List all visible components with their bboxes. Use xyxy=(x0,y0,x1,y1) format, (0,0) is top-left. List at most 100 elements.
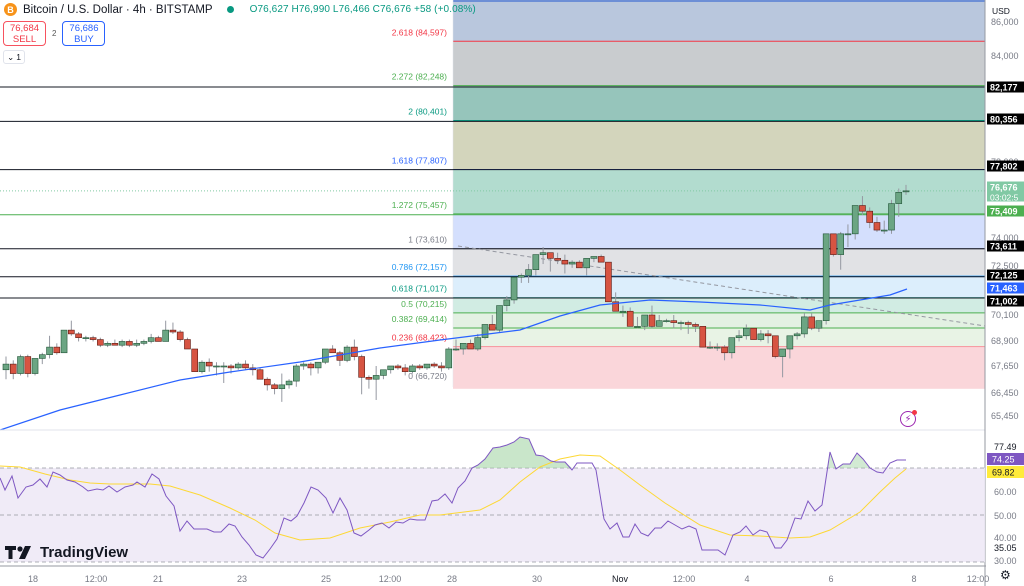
sell-price: 76,684 xyxy=(9,22,40,34)
buy-button[interactable]: 76,686 BUY xyxy=(62,21,106,46)
time-tick: 30 xyxy=(532,574,542,584)
rsi-tick: 35.05 xyxy=(994,543,1017,553)
candle xyxy=(735,330,743,342)
fib-zone xyxy=(453,297,985,313)
candle xyxy=(285,379,293,389)
fib-zone xyxy=(453,41,985,86)
price-tick: 65,450 xyxy=(991,411,1019,421)
symbol-title[interactable]: Bitcoin / U.S. Dollar · 4h · BITSTAMP xyxy=(23,3,213,16)
symbol-header[interactable]: B Bitcoin / U.S. Dollar · 4h · BITSTAMP … xyxy=(4,3,476,16)
svg-text:82,177: 82,177 xyxy=(990,83,1018,93)
fib-level-label: 0.786 (72,157) xyxy=(392,262,447,272)
candle xyxy=(409,364,416,374)
candle xyxy=(772,335,779,359)
candle xyxy=(576,260,583,269)
svg-text:73,611: 73,611 xyxy=(990,242,1017,252)
candle xyxy=(300,362,307,370)
time-tick: 12:00 xyxy=(85,574,108,584)
settings-gear-icon[interactable]: ⚙ xyxy=(1000,568,1011,582)
price-tick: 74,000 xyxy=(991,233,1019,243)
candle xyxy=(336,350,344,366)
candle xyxy=(866,207,874,229)
candle xyxy=(118,339,126,348)
lightning-alert-icon[interactable]: ⚡ xyxy=(900,410,917,427)
price-tick: 72,500 xyxy=(991,261,1019,271)
indicators-toggle-button[interactable]: ⌄ 1 xyxy=(3,50,25,64)
candle xyxy=(619,305,627,317)
candle xyxy=(31,358,39,376)
buy-price: 76,686 xyxy=(69,22,99,34)
candle xyxy=(764,330,772,344)
candle xyxy=(351,339,358,361)
candle xyxy=(510,276,518,304)
candle xyxy=(140,339,148,346)
candle xyxy=(888,199,895,234)
rsi-ma-line[interactable] xyxy=(0,454,907,541)
candle xyxy=(663,318,670,323)
moving-average-line[interactable] xyxy=(0,288,908,431)
candle xyxy=(851,205,859,240)
fib-level-label: 0.5 (70,215) xyxy=(401,299,447,309)
candle xyxy=(496,305,503,333)
trendline[interactable] xyxy=(457,245,986,327)
candle xyxy=(779,348,786,378)
candle xyxy=(380,369,387,380)
candle xyxy=(822,233,830,325)
time-tick: 18 xyxy=(28,574,38,584)
candle xyxy=(401,364,409,376)
candle xyxy=(438,362,445,372)
candle xyxy=(547,252,554,272)
candle xyxy=(859,196,866,215)
rsi-line[interactable] xyxy=(0,436,906,559)
candle xyxy=(242,360,249,370)
currency-label: USD xyxy=(992,6,1010,16)
candle xyxy=(234,362,242,370)
rsi-badge xyxy=(987,466,1024,478)
indicator-count: 1 xyxy=(16,52,21,62)
rsi-tick: 50.00 xyxy=(994,511,1017,521)
candle xyxy=(641,314,649,331)
logo-text: TradingView xyxy=(40,544,129,561)
sell-button[interactable]: 76,684 SELL xyxy=(3,21,46,46)
candle xyxy=(97,337,104,348)
fib-level-label: 2.618 (84,597) xyxy=(392,27,447,37)
candle xyxy=(786,335,794,359)
fib-zone xyxy=(453,85,985,121)
price-badge xyxy=(987,282,1024,294)
price-tick: 70,100 xyxy=(991,310,1019,320)
time-tick: 21 xyxy=(153,574,163,584)
candle xyxy=(416,364,424,370)
fib-level-label: 0.618 (71,017) xyxy=(392,284,447,294)
candle xyxy=(365,375,373,389)
candle xyxy=(873,216,881,232)
candle xyxy=(104,341,111,348)
fib-zone xyxy=(453,0,985,42)
candle xyxy=(155,335,162,342)
candle xyxy=(68,320,75,336)
candle xyxy=(293,364,300,387)
candle xyxy=(902,184,910,195)
candle xyxy=(554,252,561,265)
time-tick: 4 xyxy=(744,574,749,584)
fib-zone xyxy=(453,327,985,347)
price-badge xyxy=(987,160,1024,172)
candle xyxy=(2,356,10,380)
price-badge xyxy=(987,240,1024,252)
time-tick: 12:00 xyxy=(673,574,696,584)
candle xyxy=(423,363,431,370)
candle xyxy=(728,337,736,359)
time-tick: 28 xyxy=(447,574,457,584)
candle xyxy=(713,343,721,351)
fib-level-label: 1 (73,610) xyxy=(408,235,447,245)
tradingview-logo[interactable]: TradingView xyxy=(5,544,128,561)
candle xyxy=(597,254,605,263)
candle xyxy=(147,333,155,344)
fib-level-label: 1.618 (77,807) xyxy=(392,156,447,166)
candle xyxy=(191,348,199,372)
candle xyxy=(372,365,380,400)
candle xyxy=(503,296,511,312)
candle xyxy=(394,364,402,370)
fib-level-label: 0.382 (69,414) xyxy=(392,314,447,324)
candle xyxy=(518,273,525,283)
